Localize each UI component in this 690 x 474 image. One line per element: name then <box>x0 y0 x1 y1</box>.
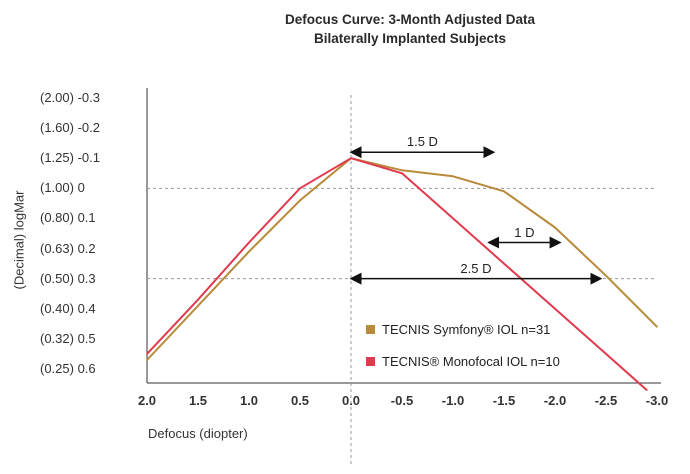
x-tick-label: 2.0 <box>137 393 157 408</box>
annotation-label: 1.5 D <box>406 134 438 150</box>
x-axis-label: Defocus (diopter) <box>148 426 248 441</box>
y-tick-label: (1.00) 0 <box>40 180 85 196</box>
series-0-point <box>452 175 454 178</box>
series-0-point <box>248 250 250 253</box>
y-tick-label: (0.25) 0.6 <box>40 361 96 376</box>
x-tick-label: 0.0 <box>341 393 361 408</box>
series-1-point <box>146 353 148 355</box>
series-0-point <box>656 326 658 328</box>
y-tick-label: (0.40) 0.4 <box>40 300 96 316</box>
series-0-point <box>146 359 148 361</box>
y-tick-label: (1.25) -0.1 <box>40 150 100 166</box>
x-tick-label: -1.0 <box>441 393 465 408</box>
annotation-label: 1 D <box>514 224 535 240</box>
chart-subtitle: Bilaterally Implanted Subjects <box>313 31 507 46</box>
annotation-label: 2.5 D <box>460 260 492 276</box>
series-0-point <box>554 226 556 229</box>
series-1-point <box>503 262 505 265</box>
series-0-point <box>197 304 199 307</box>
series-0-point <box>299 199 301 202</box>
x-tick-label: -1.5 <box>492 393 516 408</box>
series-1-point <box>401 172 403 175</box>
x-tick-label: -2.5 <box>594 393 618 408</box>
legend-item-monofocal: TECNIS® Monofocal IOL n=10 <box>366 354 560 369</box>
series-1-point <box>554 307 556 310</box>
series-1-point <box>248 241 250 244</box>
legend-item-symfony: TECNIS Symfony® IOL n=31 <box>366 322 550 337</box>
legend-swatch-monofocal <box>366 357 375 366</box>
x-tick-label: 1.5 <box>188 393 208 408</box>
x-tick-label: -2.0 <box>543 393 567 408</box>
series-1-point <box>299 187 301 190</box>
series-1-point <box>646 389 648 391</box>
chart-title: Defocus Curve: 3-Month Adjusted Data <box>284 12 536 27</box>
x-tick-label: 1.0 <box>239 393 259 408</box>
series-1-point <box>452 217 454 220</box>
series-1-point <box>605 353 607 355</box>
y-tick-label: (0.80) 0.1 <box>40 210 96 226</box>
y-tick-label: (1.60) -0.2 <box>40 120 100 136</box>
y-tick-label: (2.00) -0.3 <box>40 90 100 105</box>
legend-label-symfony: TECNIS Symfony® IOL n=31 <box>382 322 551 337</box>
series-0-point <box>605 274 607 277</box>
y-tick-label: (0.63) 0.2 <box>40 240 96 256</box>
series-0-point <box>503 190 505 193</box>
x-tick-label: -3.0 <box>645 393 669 408</box>
series-1-point <box>350 157 352 160</box>
x-tick-label: 0.5 <box>290 393 310 408</box>
y-tick-label: (0.50) 0.3 <box>40 270 96 286</box>
x-tick-label: -0.5 <box>390 393 414 408</box>
legend-label-monofocal: TECNIS® Monofocal IOL n=10 <box>382 354 560 369</box>
series-0-point <box>401 169 403 172</box>
legend-swatch-symfony <box>366 325 375 334</box>
y-tick-label: (0.32) 0.5 <box>40 330 96 346</box>
series-1-point <box>197 298 199 301</box>
